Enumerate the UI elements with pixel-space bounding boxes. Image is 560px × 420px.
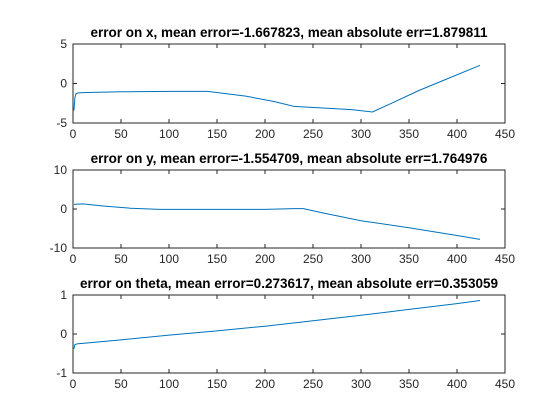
- x-tick-label: 350: [399, 127, 419, 141]
- series-line: [73, 299, 481, 349]
- y-tick-label: 5: [60, 37, 67, 51]
- subplot-3: error on theta, mean error=0.273617, mea…: [56, 276, 515, 391]
- x-tick-label: 450: [495, 127, 515, 141]
- x-tick-label: 400: [447, 127, 467, 141]
- x-tick-label: 400: [447, 252, 467, 266]
- subplot-1: error on x, mean error=-1.667823, mean a…: [56, 25, 515, 141]
- x-tick-label: 200: [255, 252, 275, 266]
- chart-title: error on y, mean error=-1.554709, mean a…: [91, 151, 488, 166]
- x-tick-label: 50: [114, 252, 128, 266]
- x-tick-label: 250: [303, 127, 323, 141]
- x-tick-label: 300: [351, 377, 371, 391]
- x-tick-label: 50: [114, 377, 128, 391]
- x-tick-label: 450: [495, 377, 515, 391]
- chart-title: error on x, mean error=-1.667823, mean a…: [91, 25, 488, 40]
- x-tick-label: 100: [159, 127, 179, 141]
- x-tick-label: 150: [207, 377, 227, 391]
- y-tick-label: -10: [50, 241, 68, 255]
- x-tick-label: 350: [399, 252, 419, 266]
- y-tick-label: 1: [60, 288, 67, 302]
- y-tick-label: 10: [54, 163, 68, 177]
- axes-box: [72, 43, 506, 124]
- y-tick-label: -5: [56, 116, 67, 130]
- x-tick-label: 100: [159, 377, 179, 391]
- x-tick-label: 300: [351, 127, 371, 141]
- x-tick-label: 0: [70, 252, 77, 266]
- y-tick-label: 0: [60, 327, 67, 341]
- subplot-2: error on y, mean error=-1.554709, mean a…: [50, 151, 516, 266]
- y-tick-label: -1: [56, 366, 67, 380]
- x-tick-label: 0: [70, 377, 77, 391]
- x-tick-label: 250: [303, 377, 323, 391]
- x-tick-label: 150: [207, 252, 227, 266]
- x-tick-label: 0: [70, 127, 77, 141]
- x-tick-label: 250: [303, 252, 323, 266]
- y-tick-label: 0: [60, 77, 67, 91]
- y-tick-label: 0: [60, 202, 67, 216]
- x-tick-label: 400: [447, 377, 467, 391]
- series-line: [73, 64, 481, 113]
- x-tick-label: 350: [399, 377, 419, 391]
- chart-title: error on theta, mean error=0.273617, mea…: [80, 276, 498, 291]
- x-tick-label: 450: [495, 252, 515, 266]
- axes-box: [72, 294, 506, 374]
- x-tick-label: 50: [114, 127, 128, 141]
- x-tick-label: 100: [159, 252, 179, 266]
- x-tick-label: 150: [207, 127, 227, 141]
- x-tick-label: 300: [351, 252, 371, 266]
- x-tick-label: 200: [255, 127, 275, 141]
- x-tick-label: 200: [255, 377, 275, 391]
- series-line: [73, 203, 481, 240]
